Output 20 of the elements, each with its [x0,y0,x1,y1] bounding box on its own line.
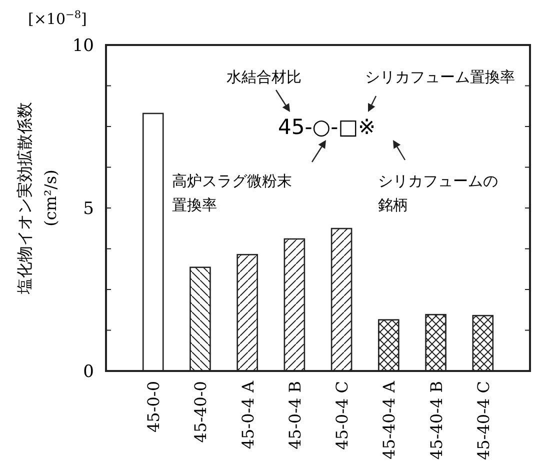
annotation: 45-○-□※ [278,115,376,139]
y-tick-label: 5 [83,199,94,219]
y-tick-label: 10 [72,36,94,56]
annotation: 置換率 [172,196,217,214]
x-tick-label: 45-0-4 A [238,380,258,450]
annotation: シリカフュームの [378,172,498,190]
x-tick-label: 45-0-4 C [332,381,352,450]
x-tick-label: 45-40-4 B [426,381,446,460]
annotation: 高炉スラグ微粉末 [172,172,292,190]
y-tick-label: 0 [83,362,94,382]
x-tick-label: 45-40-4 C [474,381,493,460]
x-tick-label: 45-40-0 [191,381,210,443]
y-axis-title: 塩化物イオン実効拡散係数 (cm²/s) [15,102,60,295]
x-tick-label: 45-0-4 B [285,381,304,450]
annotation: 銘柄 [378,196,408,214]
annotation: シリカフューム置換率 [365,68,515,86]
annotation: 水結合材比 [226,68,302,86]
x-tick-label: 45-0-0 [144,381,164,433]
text: [×10$^{−8}$] [28,9,87,28]
x-tick-label: 45-40-4 A [380,380,399,460]
